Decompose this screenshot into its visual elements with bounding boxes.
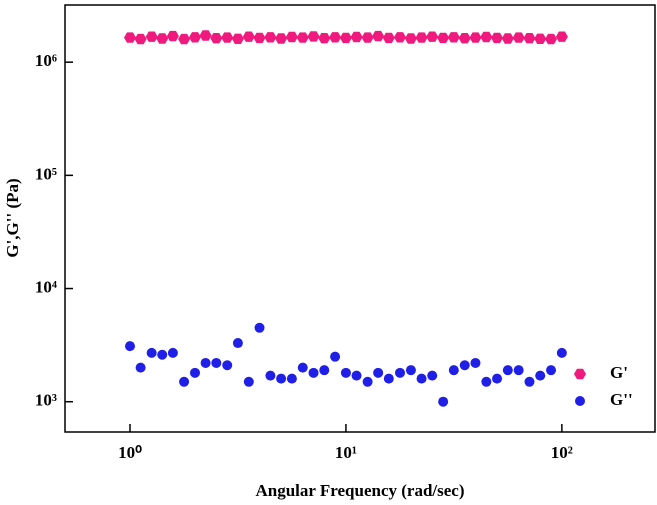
y-axis-label: G',G'' (Pa) bbox=[3, 178, 22, 257]
point bbox=[286, 373, 297, 384]
point bbox=[350, 31, 363, 43]
point bbox=[156, 33, 169, 44]
point bbox=[427, 370, 438, 381]
point bbox=[222, 360, 233, 371]
y-tick-label: 10⁴ bbox=[35, 277, 57, 296]
point bbox=[296, 32, 309, 43]
point bbox=[134, 33, 147, 45]
point bbox=[297, 362, 308, 373]
point bbox=[232, 338, 243, 349]
point bbox=[383, 373, 394, 384]
point bbox=[339, 32, 352, 44]
point bbox=[437, 32, 450, 44]
point bbox=[512, 32, 525, 43]
point bbox=[415, 32, 428, 43]
point bbox=[124, 32, 136, 43]
y-tick-label: 10⁵ bbox=[35, 164, 57, 183]
y-tick-label: 10³ bbox=[35, 391, 57, 410]
point bbox=[556, 347, 567, 358]
point bbox=[242, 31, 255, 42]
point bbox=[211, 357, 222, 368]
point bbox=[340, 367, 351, 378]
point bbox=[404, 33, 417, 44]
point bbox=[362, 376, 373, 387]
point bbox=[125, 341, 136, 352]
point bbox=[329, 32, 342, 43]
y-tick-label: 10⁶ bbox=[35, 51, 57, 70]
x-tick-label: 10¹ bbox=[335, 443, 357, 462]
point bbox=[264, 32, 277, 43]
point bbox=[555, 31, 568, 42]
point bbox=[135, 362, 146, 373]
point bbox=[265, 370, 276, 381]
point bbox=[546, 365, 557, 376]
point bbox=[405, 365, 416, 376]
point bbox=[167, 347, 178, 358]
point bbox=[513, 365, 524, 376]
point bbox=[492, 373, 503, 384]
point bbox=[200, 357, 211, 368]
plot-frame bbox=[64, 4, 656, 433]
point bbox=[361, 32, 374, 43]
point bbox=[535, 370, 546, 381]
point bbox=[470, 357, 481, 368]
point bbox=[394, 32, 406, 43]
point bbox=[351, 370, 362, 381]
point bbox=[372, 30, 385, 42]
point bbox=[243, 376, 254, 387]
x-tick-label: 10⁰ bbox=[118, 443, 142, 462]
point bbox=[491, 32, 503, 44]
point bbox=[438, 396, 449, 407]
point bbox=[210, 33, 223, 44]
point bbox=[285, 31, 298, 43]
x-axis-label: Angular Frequency (rad/sec) bbox=[255, 481, 464, 500]
point bbox=[189, 32, 201, 43]
legend-label: G' bbox=[610, 363, 628, 382]
point bbox=[178, 33, 191, 45]
point bbox=[221, 32, 234, 43]
point bbox=[307, 31, 320, 42]
point bbox=[459, 360, 470, 371]
point bbox=[426, 31, 439, 42]
point bbox=[157, 349, 168, 360]
point bbox=[501, 33, 514, 44]
point bbox=[416, 373, 427, 384]
point bbox=[253, 32, 266, 44]
point bbox=[373, 367, 384, 378]
point bbox=[318, 33, 331, 44]
point bbox=[469, 32, 482, 43]
point bbox=[276, 373, 287, 384]
point bbox=[179, 376, 190, 387]
point bbox=[190, 367, 201, 378]
point bbox=[447, 32, 460, 43]
point bbox=[480, 31, 493, 43]
point bbox=[382, 32, 395, 44]
point bbox=[523, 33, 536, 44]
legend-symbol bbox=[575, 396, 585, 406]
point bbox=[319, 365, 330, 376]
point bbox=[534, 33, 547, 44]
point bbox=[458, 33, 471, 44]
legend-label: G'' bbox=[610, 390, 633, 409]
point bbox=[524, 376, 535, 387]
point bbox=[330, 351, 341, 362]
point bbox=[145, 31, 158, 42]
x-tick-label: 10² bbox=[551, 443, 573, 462]
legend-symbol bbox=[574, 368, 586, 380]
point bbox=[146, 347, 157, 358]
point bbox=[481, 376, 492, 387]
point bbox=[166, 30, 179, 42]
point bbox=[254, 322, 265, 333]
point bbox=[448, 365, 459, 376]
point bbox=[231, 33, 244, 44]
point bbox=[308, 367, 319, 378]
point bbox=[545, 33, 557, 45]
point bbox=[395, 367, 406, 378]
point bbox=[502, 365, 513, 376]
point bbox=[199, 30, 212, 41]
point bbox=[275, 33, 288, 44]
